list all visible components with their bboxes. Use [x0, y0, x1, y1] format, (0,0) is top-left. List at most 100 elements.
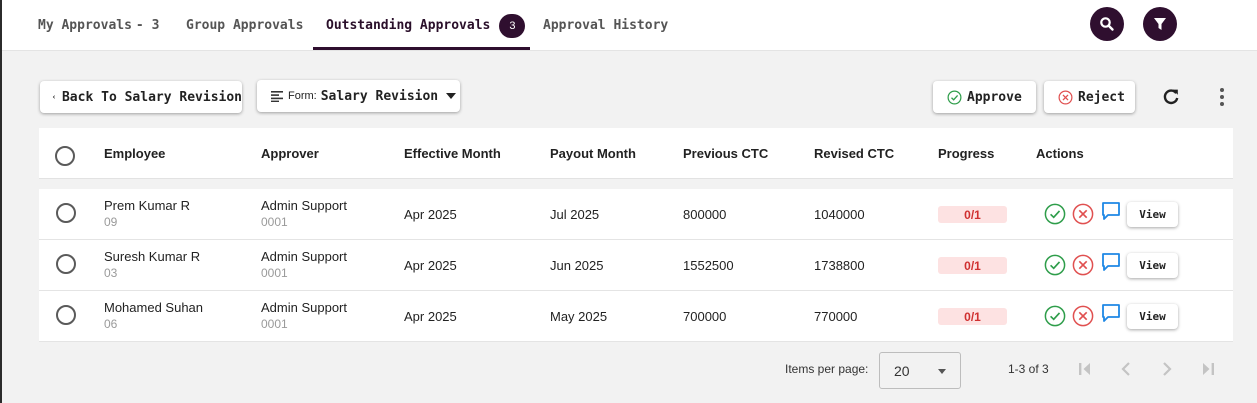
tab-outstanding-approvals[interactable]: Outstanding Approvals 3 — [326, 0, 526, 51]
search-button[interactable] — [1090, 7, 1124, 41]
cancel-circle-icon — [1072, 203, 1094, 225]
column-header-approver[interactable]: Approver — [261, 146, 319, 161]
tab-label: My Approvals — [38, 18, 132, 33]
column-header-progress[interactable]: Progress — [938, 146, 995, 161]
view-button[interactable]: View — [1127, 202, 1178, 227]
form-prefix: Form: — [288, 90, 317, 102]
employee-code: 03 — [104, 266, 118, 280]
approver-code: 0001 — [261, 266, 288, 280]
window-edge — [0, 0, 2, 403]
approve-button[interactable]: Approve — [933, 81, 1036, 113]
approver-cell: Admin Support 0001 — [261, 248, 347, 282]
previous-ctc-cell: 700000 — [683, 309, 727, 324]
page-range-label: 1-3 of 3 — [1008, 362, 1049, 376]
column-header-payout-month[interactable]: Payout Month — [550, 146, 636, 161]
previous-ctc-cell: 800000 — [683, 207, 727, 222]
cancel-circle-icon — [1072, 254, 1094, 276]
reject-label: Reject — [1078, 89, 1125, 105]
filter-button[interactable] — [1143, 7, 1177, 41]
row-approve-button[interactable] — [1043, 304, 1067, 328]
column-header-employee[interactable]: Employee — [104, 146, 166, 161]
view-button[interactable]: View — [1127, 304, 1178, 329]
row-comment-button[interactable] — [1099, 250, 1123, 274]
reject-button[interactable]: Reject — [1044, 81, 1135, 113]
progress-badge: 0/1 — [938, 206, 1007, 223]
comment-icon — [1102, 253, 1120, 271]
form-selector[interactable]: Form: Salary Revision — [257, 80, 460, 112]
payout-month-cell: May 2025 — [550, 309, 608, 324]
search-icon — [1100, 17, 1114, 31]
check-circle-icon — [1044, 203, 1066, 225]
table-row[interactable]: Prem Kumar R 09 Admin Support 0001 Apr 2… — [39, 189, 1233, 240]
employee-name: Suresh Kumar R — [104, 249, 201, 264]
employee-code: 09 — [104, 215, 118, 229]
approver-code: 0001 — [261, 215, 288, 229]
cancel-circle-icon — [1058, 90, 1073, 104]
tab-group-approvals[interactable]: Group Approvals — [186, 0, 303, 51]
progress-badge: 0/1 — [938, 308, 1007, 325]
comment-icon — [1102, 304, 1120, 322]
row-reject-button[interactable] — [1071, 304, 1095, 328]
approver-name: Admin Support — [261, 300, 347, 315]
refresh-icon — [1163, 89, 1179, 105]
caret-down-icon — [446, 93, 457, 99]
next-page-button[interactable] — [1155, 357, 1179, 381]
select-all-radio[interactable] — [55, 146, 75, 166]
row-approve-button[interactable] — [1043, 253, 1067, 277]
chevron-left-icon — [52, 95, 55, 99]
row-approve-button[interactable] — [1043, 202, 1067, 226]
table-header: Employee Approver Effective Month Payout… — [39, 128, 1233, 179]
row-reject-button[interactable] — [1071, 202, 1095, 226]
progress-badge: 0/1 — [938, 257, 1007, 274]
comment-icon — [1102, 202, 1120, 220]
employee-code: 06 — [104, 317, 118, 331]
employee-cell: Prem Kumar R 09 — [104, 197, 190, 231]
tab-approval-history[interactable]: Approval History — [543, 0, 668, 51]
tab-my-approvals[interactable]: My Approvals - 3 — [38, 0, 159, 51]
back-to-salary-revision-button[interactable]: Back To Salary Revision — [40, 81, 242, 113]
row-select-radio[interactable] — [56, 305, 76, 325]
filter-icon — [1154, 18, 1166, 30]
tab-label: Group Approvals — [186, 18, 304, 33]
payout-month-cell: Jul 2025 — [550, 207, 600, 222]
check-circle-icon — [947, 90, 962, 104]
column-header-revised-ctc[interactable]: Revised CTC — [814, 146, 895, 161]
first-page-button[interactable] — [1073, 357, 1097, 381]
previous-page-button[interactable] — [1114, 357, 1138, 381]
form-list-icon — [271, 91, 283, 102]
column-header-previous-ctc[interactable]: Previous CTC — [683, 146, 769, 161]
first-page-icon — [1079, 363, 1090, 375]
refresh-button[interactable] — [1159, 85, 1183, 109]
view-button[interactable]: View — [1127, 253, 1178, 278]
employee-cell: Mohamed Suhan 06 — [104, 299, 203, 333]
row-select-radio[interactable] — [56, 203, 76, 223]
row-comment-button[interactable] — [1099, 301, 1123, 325]
tab-count: - 3 — [135, 18, 160, 33]
approver-cell: Admin Support 0001 — [261, 299, 347, 333]
row-reject-button[interactable] — [1071, 253, 1095, 277]
column-header-effective-month[interactable]: Effective Month — [404, 146, 501, 161]
effective-month-cell: Apr 2025 — [404, 309, 457, 324]
revised-ctc-cell: 770000 — [814, 309, 858, 324]
revised-ctc-cell: 1738800 — [814, 258, 865, 273]
effective-month-cell: Apr 2025 — [404, 258, 457, 273]
cancel-circle-icon — [1072, 305, 1094, 327]
row-comment-button[interactable] — [1099, 199, 1123, 223]
approver-name: Admin Support — [261, 198, 347, 213]
column-header-actions: Actions — [1036, 146, 1084, 161]
previous-ctc-cell: 1552500 — [683, 258, 734, 273]
approver-name: Admin Support — [261, 249, 347, 264]
payout-month-cell: Jun 2025 — [550, 258, 604, 273]
employee-name: Prem Kumar R — [104, 198, 190, 213]
table-row[interactable]: Suresh Kumar R 03 Admin Support 0001 Apr… — [39, 240, 1233, 291]
revised-ctc-cell: 1040000 — [814, 207, 865, 222]
table-row[interactable]: Mohamed Suhan 06 Admin Support 0001 Apr … — [39, 291, 1233, 342]
tab-label: Approval History — [543, 18, 669, 33]
items-per-page-select[interactable]: 20 — [879, 352, 961, 389]
row-select-radio[interactable] — [56, 254, 76, 274]
more-vertical-icon — [1220, 88, 1224, 106]
last-page-button[interactable] — [1196, 357, 1220, 381]
tab-label: Outstanding Approvals — [326, 18, 491, 33]
more-options-button[interactable] — [1210, 85, 1234, 109]
form-value: Salary Revision — [320, 88, 439, 104]
